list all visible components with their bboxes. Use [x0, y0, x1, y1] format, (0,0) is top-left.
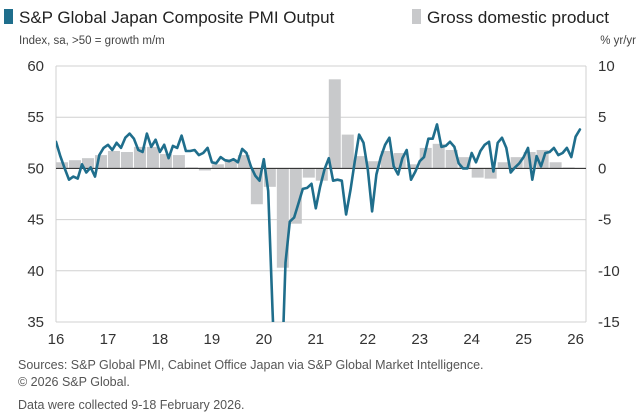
- right-axis-ticks: -15 -10 -5 0 5 10: [598, 58, 620, 331]
- legend-pmi-swatch: [4, 9, 13, 24]
- gdp-bar: [341, 134, 354, 169]
- left-tick-label: 45: [27, 212, 44, 229]
- gridlines: [55, 65, 587, 323]
- gdp-bar: [497, 162, 510, 169]
- gdp-bar: [198, 168, 211, 171]
- gdp-bar: [289, 168, 302, 224]
- left-tick-label: 55: [27, 109, 44, 126]
- gdp-bar: [211, 164, 224, 169]
- gdp-bar: [445, 149, 458, 169]
- pmi-line: [56, 123, 582, 322]
- legend-pmi-label: S&P Global Japan Composite PMI Output: [19, 8, 335, 27]
- gdp-bar: [94, 155, 107, 169]
- right-tick-label: 10: [598, 58, 615, 75]
- x-tick-label: 16: [48, 331, 65, 348]
- left-tick-label: 35: [27, 314, 44, 331]
- gdp-bar: [458, 157, 471, 169]
- x-tick-label: 19: [204, 331, 221, 348]
- x-tick-label: 17: [100, 331, 117, 348]
- gdp-bar: [393, 153, 406, 169]
- left-tick-label: 60: [27, 58, 44, 75]
- x-tick-label: 22: [359, 331, 376, 348]
- gdp-bar: [549, 162, 562, 169]
- left-axis-label: Index, sa, >50 = growth m/m: [19, 35, 165, 47]
- gdp-bar: [81, 158, 94, 169]
- gdp-bar: [510, 157, 523, 169]
- gdp-bar: [315, 168, 328, 181]
- gdp-bar: [562, 167, 575, 169]
- x-tick-label: 26: [567, 331, 584, 348]
- gdp-bar: [419, 147, 432, 169]
- gdp-bars: [56, 79, 575, 268]
- right-tick-label: 5: [598, 109, 606, 126]
- x-tick-label: 20: [255, 331, 272, 348]
- x-axis-ticks: 16 17 18 19 20 21 22 23 24 25 26: [48, 331, 584, 348]
- gdp-bar: [224, 159, 237, 169]
- gdp-bar: [380, 150, 393, 169]
- legend-gdp-swatch: [412, 9, 421, 24]
- footer-collection: Data were collected 9-18 February 2026.: [18, 398, 245, 412]
- gdp-bar: [185, 167, 198, 169]
- right-tick-label: 0: [598, 160, 606, 177]
- gdp-bar: [133, 146, 146, 169]
- right-tick-label: -5: [598, 212, 611, 229]
- gdp-bar: [120, 152, 133, 169]
- right-tick-label: -15: [598, 314, 620, 331]
- footer-sources: Sources: S&P Global PMI, Cabinet Office …: [18, 358, 484, 372]
- x-tick-label: 24: [463, 331, 480, 348]
- gdp-bar: [263, 168, 276, 187]
- gdp-bar: [56, 162, 68, 169]
- legend-gdp-label: Gross domestic product: [427, 8, 609, 27]
- gdp-bar: [432, 143, 445, 169]
- x-tick-label: 21: [307, 331, 324, 348]
- pmi-line-group: [56, 123, 582, 322]
- gdp-bar: [107, 150, 120, 169]
- gdp-bar: [68, 160, 81, 169]
- gdp-bar: [172, 155, 185, 169]
- x-tick-label: 25: [515, 331, 532, 348]
- footer-copyright: © 2026 S&P Global.: [18, 375, 130, 389]
- gdp-bar: [484, 168, 497, 179]
- right-axis-label: % yr/yr: [600, 35, 636, 47]
- gdp-bar: [159, 154, 172, 169]
- gdp-bar: [146, 146, 159, 169]
- left-axis-ticks: 35 40 45 50 55 60: [27, 58, 44, 331]
- gdp-bar: [328, 79, 341, 169]
- gdp-bar: [406, 164, 419, 169]
- right-tick-label: -10: [598, 263, 620, 280]
- chart-canvas: S&P Global Japan Composite PMI Output Gr…: [4, 8, 636, 348]
- left-tick-label: 40: [27, 263, 44, 280]
- left-tick-label: 50: [27, 160, 44, 177]
- gdp-bar: [367, 161, 380, 169]
- gdp-bar: [302, 168, 315, 178]
- x-tick-label: 18: [152, 331, 169, 348]
- gdp-bar: [237, 155, 250, 169]
- gdp-bar: [471, 168, 484, 178]
- gdp-bar: [250, 168, 263, 205]
- gdp-bar: [276, 168, 289, 268]
- x-tick-label: 23: [411, 331, 428, 348]
- gdp-bar: [354, 156, 367, 169]
